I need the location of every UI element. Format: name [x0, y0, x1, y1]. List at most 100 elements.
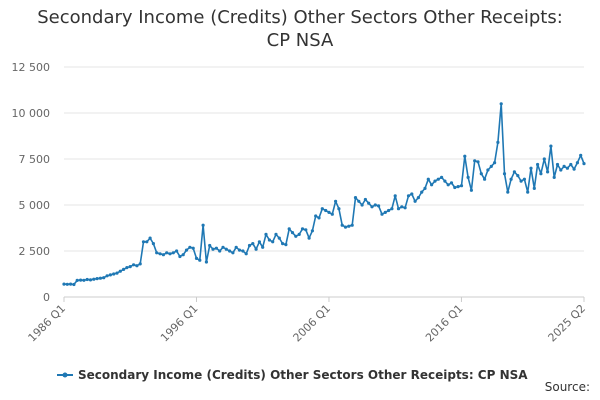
data-point[interactable]	[403, 206, 407, 210]
data-point[interactable]	[241, 249, 245, 253]
data-point[interactable]	[493, 161, 497, 165]
data-point[interactable]	[128, 265, 132, 269]
data-point[interactable]	[214, 246, 218, 250]
data-point[interactable]	[290, 231, 295, 235]
data-point[interactable]	[569, 162, 573, 167]
data-point[interactable]	[499, 102, 503, 106]
data-point[interactable]	[267, 238, 271, 242]
data-point[interactable]	[436, 177, 440, 181]
data-point[interactable]	[522, 177, 527, 181]
data-point[interactable]	[506, 190, 510, 194]
data-point[interactable]	[489, 164, 493, 168]
data-point[interactable]	[247, 243, 252, 248]
data-point[interactable]	[337, 207, 341, 211]
data-point[interactable]	[218, 249, 222, 253]
data-point[interactable]	[141, 240, 146, 244]
data-point[interactable]	[473, 159, 477, 163]
data-point[interactable]	[224, 247, 228, 251]
data-point[interactable]	[380, 212, 384, 216]
data-point[interactable]	[95, 277, 99, 281]
data-point[interactable]	[512, 170, 517, 174]
data-point[interactable]	[370, 205, 374, 209]
data-point[interactable]	[237, 248, 242, 252]
data-point[interactable]	[562, 164, 566, 168]
data-point[interactable]	[75, 278, 79, 282]
data-point[interactable]	[244, 252, 248, 256]
data-point[interactable]	[572, 167, 576, 171]
data-point[interactable]	[343, 225, 348, 229]
data-point[interactable]	[483, 177, 487, 181]
data-point[interactable]	[387, 208, 391, 213]
data-point[interactable]	[158, 252, 162, 256]
data-point[interactable]	[274, 232, 278, 236]
data-point[interactable]	[526, 190, 530, 194]
data-point[interactable]	[479, 172, 483, 176]
data-point[interactable]	[178, 254, 182, 259]
data-point[interactable]	[165, 251, 169, 255]
data-point[interactable]	[466, 175, 470, 179]
data-point[interactable]	[181, 253, 185, 257]
data-point[interactable]	[277, 236, 281, 240]
data-point[interactable]	[406, 194, 411, 198]
data-point[interactable]	[184, 248, 189, 252]
data-point[interactable]	[191, 246, 195, 250]
data-point[interactable]	[145, 240, 149, 244]
data-point[interactable]	[118, 269, 122, 273]
data-point[interactable]	[82, 278, 86, 282]
data-point[interactable]	[314, 214, 318, 218]
data-point[interactable]	[367, 201, 371, 205]
data-point[interactable]	[552, 175, 556, 179]
data-point[interactable]	[559, 168, 563, 172]
data-point[interactable]	[443, 179, 447, 183]
data-point[interactable]	[324, 208, 328, 213]
data-point[interactable]	[307, 236, 311, 240]
data-point[interactable]	[228, 249, 232, 253]
data-point[interactable]	[231, 251, 235, 255]
data-point[interactable]	[555, 162, 560, 167]
data-point[interactable]	[539, 172, 543, 176]
data-point[interactable]	[334, 199, 338, 203]
data-point[interactable]	[108, 273, 112, 277]
data-point[interactable]	[188, 245, 192, 249]
data-point[interactable]	[221, 245, 225, 249]
data-point[interactable]	[194, 256, 199, 260]
data-point[interactable]	[92, 277, 96, 281]
data-point[interactable]	[264, 232, 268, 236]
data-point[interactable]	[430, 183, 434, 187]
data-point[interactable]	[377, 204, 381, 208]
data-point[interactable]	[138, 262, 142, 266]
data-point[interactable]	[453, 185, 457, 190]
data-point[interactable]	[420, 190, 424, 194]
data-point[interactable]	[85, 277, 89, 282]
data-point[interactable]	[151, 242, 155, 246]
data-point[interactable]	[72, 282, 76, 287]
data-point[interactable]	[383, 210, 387, 214]
data-point[interactable]	[400, 205, 404, 209]
data-point[interactable]	[363, 197, 367, 202]
data-point[interactable]	[496, 140, 500, 144]
data-point[interactable]	[532, 186, 536, 190]
data-point[interactable]	[201, 223, 205, 227]
data-point[interactable]	[122, 267, 126, 271]
data-point[interactable]	[284, 243, 288, 247]
data-point[interactable]	[88, 278, 93, 282]
data-point[interactable]	[410, 192, 414, 196]
data-point[interactable]	[423, 186, 427, 190]
data-point[interactable]	[175, 249, 179, 253]
data-point[interactable]	[536, 162, 540, 167]
data-point[interactable]	[208, 243, 212, 248]
data-point[interactable]	[516, 174, 520, 178]
data-point[interactable]	[463, 154, 467, 158]
data-point[interactable]	[198, 258, 202, 262]
data-point[interactable]	[390, 207, 394, 211]
data-point[interactable]	[486, 168, 490, 172]
data-point[interactable]	[135, 264, 139, 268]
data-point[interactable]	[211, 247, 215, 251]
data-point[interactable]	[350, 223, 354, 227]
data-point[interactable]	[98, 276, 102, 280]
data-point[interactable]	[132, 263, 136, 267]
data-point[interactable]	[433, 179, 437, 183]
data-point[interactable]	[234, 245, 238, 249]
data-point[interactable]	[327, 210, 331, 214]
data-point[interactable]	[449, 181, 454, 185]
